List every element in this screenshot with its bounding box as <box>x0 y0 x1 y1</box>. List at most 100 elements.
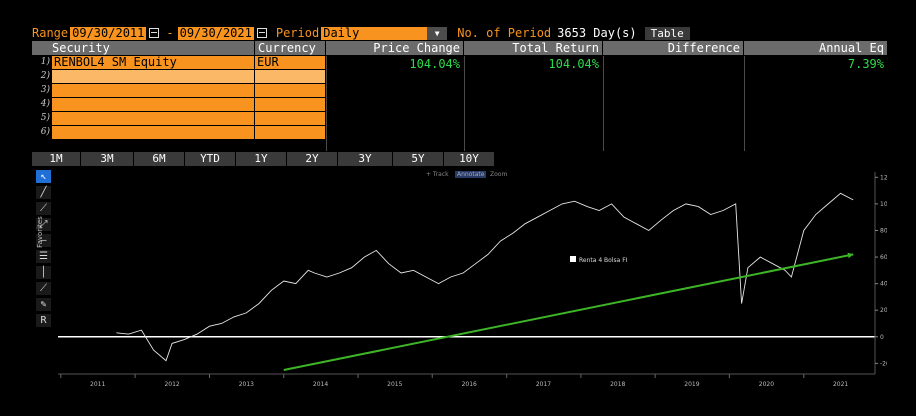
currency-input[interactable] <box>255 126 325 139</box>
currency-input[interactable] <box>255 84 325 97</box>
annual-eq-value: 7.39% <box>847 57 884 71</box>
extended-line-icon[interactable]: ⤢ <box>36 218 51 231</box>
header-security: Security <box>32 41 254 55</box>
total-return-value: 104.04% <box>548 57 599 71</box>
row-number: 4) <box>40 99 50 109</box>
calendar-icon[interactable] <box>256 28 267 38</box>
x-tick-label: 2016 <box>462 381 477 388</box>
tab-1m[interactable]: 1M <box>32 152 80 166</box>
row-number: 2) <box>40 71 50 81</box>
currency-input[interactable]: EUR <box>255 56 325 69</box>
security-grid: Security Currency Price Change Total Ret… <box>32 41 887 151</box>
tab-10y[interactable]: 10Y <box>444 152 494 166</box>
row-number: 1) <box>40 57 50 67</box>
text-icon[interactable]: R <box>36 314 51 327</box>
chart-area[interactable]: 120 100 80 60 40 20 0 -20 2011 2012 2013 2014 2015 20… <box>32 166 892 394</box>
period-select[interactable]: Daily <box>321 26 428 40</box>
trend-line <box>283 253 854 371</box>
x-tick-label: 2011 <box>90 381 105 388</box>
range-bar: Range 09/30/2011 - 09/30/2021 Period Dai… <box>32 26 887 40</box>
tab-3y[interactable]: 3Y <box>338 152 392 166</box>
favorites-label: Favorites <box>35 216 44 248</box>
table-row[interactable]: 6) <box>32 126 326 139</box>
trend-channel-icon[interactable]: ⟋ <box>36 282 51 295</box>
horizontal-line-icon[interactable]: — <box>36 234 51 247</box>
line-icon[interactable]: ╱ <box>36 186 51 199</box>
table-row[interactable]: 4) <box>32 98 326 111</box>
tab-2y[interactable]: 2Y <box>287 152 337 166</box>
header-difference: Difference <box>603 41 743 55</box>
column-divider <box>326 56 327 151</box>
table-button[interactable]: Table <box>644 26 690 40</box>
ray-icon[interactable]: ⟋ <box>36 202 51 215</box>
cursor-icon[interactable]: ↖ <box>36 170 51 183</box>
x-tick-label: 2015 <box>387 381 402 388</box>
y-tick-label: -20 <box>880 360 887 367</box>
security-input[interactable] <box>52 98 254 111</box>
zoom-control[interactable]: Zoom <box>490 171 508 178</box>
row-number: 6) <box>40 127 50 137</box>
column-divider <box>464 56 465 151</box>
y-tick-label: 40 <box>880 281 887 288</box>
security-input[interactable] <box>52 126 254 139</box>
column-divider <box>603 56 604 151</box>
calendar-icon[interactable] <box>149 28 160 38</box>
table-row[interactable]: 2) <box>32 70 326 83</box>
x-tick-label: 2018 <box>610 381 625 388</box>
security-input[interactable] <box>52 112 254 125</box>
drawing-toolbar: ↖ ╱ ⟋ ⤢ — ☰ │ ⟋ ✎ R <box>36 170 54 327</box>
annotate-control[interactable]: Annotate <box>455 171 487 178</box>
header-annual-eq: Annual Eq <box>744 41 887 55</box>
trend-arrowhead <box>847 252 854 259</box>
row-number: 5) <box>40 113 50 123</box>
price-series-line <box>116 192 854 362</box>
header-price-change: Price Change <box>326 41 463 55</box>
tab-6m[interactable]: 6M <box>134 152 184 166</box>
x-tick-label: 2012 <box>164 381 179 388</box>
currency-input[interactable] <box>255 70 325 83</box>
currency-input[interactable] <box>255 112 325 125</box>
header-total-return: Total Return <box>464 41 602 55</box>
security-input[interactable]: RENBOL4 SM Equity <box>52 56 254 69</box>
x-tick-label: 2020 <box>759 381 774 388</box>
range-label: Range <box>32 26 69 40</box>
table-row[interactable]: 3) <box>32 84 326 97</box>
pen-icon[interactable]: ✎ <box>36 298 51 311</box>
y-tick-label: 120 <box>880 174 887 181</box>
x-tick-label: 2017 <box>536 381 551 388</box>
security-input[interactable] <box>52 84 254 97</box>
y-tick-label: 100 <box>880 201 887 208</box>
chevron-down-icon[interactable]: ▼ <box>427 26 448 40</box>
y-tick-label: 0 <box>880 334 884 341</box>
track-control[interactable]: + Track <box>426 171 449 178</box>
period-label: Period <box>275 26 320 40</box>
tab-1y[interactable]: 1Y <box>236 152 286 166</box>
y-tick-label: 80 <box>880 227 887 234</box>
header-currency: Currency <box>255 41 325 55</box>
price-change-value: 104.04% <box>409 57 460 71</box>
period-tabs: 1M 3M 6M YTD 1Y 2Y 3Y 5Y 10Y <box>32 152 495 166</box>
security-input[interactable] <box>52 70 254 83</box>
range-start-field[interactable]: 09/30/2011 <box>70 25 147 40</box>
range-end-field[interactable]: 09/30/2021 <box>177 25 254 40</box>
num-period-value: 3653 Day(s) <box>557 26 637 40</box>
table-row[interactable]: 5) <box>32 112 326 125</box>
fibonacci-icon[interactable]: ☰ <box>36 250 51 263</box>
table-row[interactable]: 1) RENBOL4 SM Equity EUR <box>32 56 326 69</box>
tab-ytd[interactable]: YTD <box>185 152 235 166</box>
currency-input[interactable] <box>255 98 325 111</box>
y-tick-label: 20 <box>880 307 887 314</box>
range-separator: - <box>166 26 174 40</box>
y-tick-label: 60 <box>880 254 887 261</box>
tab-3m[interactable]: 3M <box>81 152 133 166</box>
x-tick-label: 2014 <box>313 381 328 388</box>
price-chart[interactable]: 120 100 80 60 40 20 0 -20 2011 2012 2013 2014 2015 20… <box>32 166 892 394</box>
row-number: 3) <box>40 85 50 95</box>
tab-5y[interactable]: 5Y <box>393 152 443 166</box>
x-tick-label: 2019 <box>684 381 699 388</box>
legend-label: Renta 4 Bolsa FI <box>579 257 628 264</box>
x-tick-label: 2021 <box>833 381 848 388</box>
column-divider <box>744 56 745 151</box>
vertical-line-icon[interactable]: │ <box>36 266 51 279</box>
legend-swatch <box>570 256 576 262</box>
